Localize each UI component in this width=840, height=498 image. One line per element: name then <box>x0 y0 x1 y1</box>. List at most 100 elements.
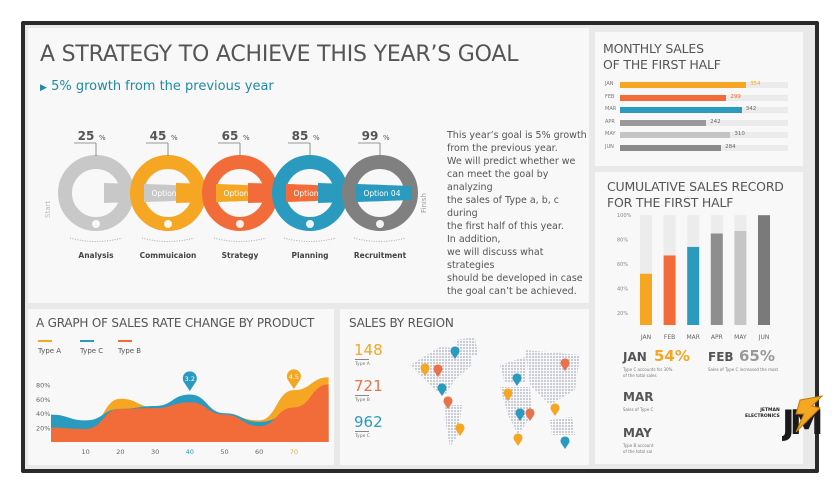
percent-unit: % <box>171 134 178 142</box>
greenland-landmass <box>455 337 478 357</box>
subtitle-text: 5% growth from the previous year <box>51 79 274 94</box>
location-pin-icon <box>550 403 560 416</box>
bar-apr <box>710 233 723 325</box>
x-tick: 10 <box>82 448 90 456</box>
stat-value: 65% <box>739 347 775 365</box>
stat-value: 54% <box>654 347 690 365</box>
x-tick: 20 <box>116 448 124 456</box>
legend-label: Type A <box>37 347 61 355</box>
region-title: SALES BY REGION <box>349 316 454 330</box>
stat-note: Sales of Type C increased the most <box>708 367 778 373</box>
percent-unit: % <box>383 134 390 142</box>
location-pin-icon <box>512 373 522 386</box>
y-tick: 20% <box>36 425 50 433</box>
x-tick: JUN <box>758 334 770 341</box>
description-line: This year’s goal is 5% growth <box>447 130 587 141</box>
stat-month: MAR <box>623 390 654 404</box>
x-tick: 60 <box>255 448 263 456</box>
description-line: the first half of this year. <box>447 221 564 232</box>
region-label: Type B <box>355 398 370 403</box>
y-tick: 60% <box>617 262 628 268</box>
stat-note-line: Sales of Type C increased the most <box>708 367 779 372</box>
y-tick: 40% <box>36 410 50 418</box>
dotted-arrow <box>283 237 337 242</box>
bar-may <box>734 231 747 325</box>
description-line: the sales of Type a, b, c during <box>447 195 560 219</box>
step-label: Commuicaion <box>140 251 197 260</box>
x-tick: 70 <box>290 448 298 456</box>
stat-month: FEB <box>708 350 734 364</box>
marker-label: 3.2 <box>185 375 195 383</box>
location-pin-icon <box>420 363 430 376</box>
south-america-landmass <box>445 405 462 447</box>
rate-title: A GRAPH OF SALES RATE CHANGE BY PRODUCT <box>36 316 315 330</box>
area-chart: Type A Type C Type B 80% 60% 40% 20% 10 20 30 40 50… <box>36 340 329 456</box>
x-tick: 40 <box>186 448 194 456</box>
x-tick: 30 <box>151 448 159 456</box>
month-label: MAR <box>605 106 617 112</box>
description-line: In addition, <box>447 234 501 245</box>
x-tick: FEB <box>664 334 675 341</box>
bar-value: 242 <box>710 118 721 125</box>
location-pin-icon <box>513 433 523 446</box>
marker-pin <box>182 371 197 391</box>
percent-unit: % <box>313 134 320 142</box>
stat-note-line: Sales of Type C <box>623 407 654 412</box>
description-line: should be developed in case <box>447 273 583 284</box>
location-pin-icon <box>450 346 460 359</box>
finish-label: Finish <box>420 193 428 213</box>
stat-month: MAY <box>623 426 652 440</box>
page-title: A STRATEGY TO ACHIEVE THIS YEAR’S GOAL <box>40 42 519 67</box>
month-label: FEB <box>605 93 615 100</box>
stat-month: JAN <box>623 350 647 364</box>
cumulative-title-line1: CUMULATIVE SALES RECORD <box>607 179 784 194</box>
strategy-panel: A STRATEGY TO ACHIEVE THIS YEAR’S GOAL ▶… <box>28 28 589 303</box>
monthly-title: MONTHLY SALES OF THE FIRST HALF <box>603 41 721 73</box>
divider <box>355 395 369 396</box>
option-label: Option 03 <box>294 189 331 198</box>
option-label: Option 02 <box>224 189 261 198</box>
bar-value: 342 <box>745 106 757 112</box>
lightbulb-icon <box>376 220 384 228</box>
bar-fill <box>620 119 707 126</box>
region-panel: SALES BY REGION 148 Type A 721 Type B 962 Typ… <box>340 309 589 465</box>
divider <box>355 431 369 432</box>
y-tick: 20% <box>617 311 628 317</box>
region-value: 721 <box>354 377 383 395</box>
world-map <box>410 337 580 449</box>
bar-mar <box>687 246 700 325</box>
bar-fill <box>620 94 727 101</box>
location-pin-icon <box>443 396 453 409</box>
stat-note-line: Type C accounts for 30% <box>623 367 673 372</box>
bar-value: 354 <box>750 81 761 87</box>
dotted-arrow <box>69 237 123 242</box>
option-band <box>356 184 412 202</box>
cumulative-title: CUMULATIVE SALES RECORD FOR THE FIRST HAL… <box>607 179 784 211</box>
person-icon <box>164 220 172 228</box>
calendar-icon <box>306 220 314 228</box>
option-label: Option 01 <box>152 189 189 198</box>
percent-value: 65 <box>222 129 239 143</box>
australia-landmass <box>550 417 575 435</box>
percent-unit: % <box>99 134 106 142</box>
monthly-title-line2: OF THE FIRST HALF <box>603 57 721 72</box>
region-label: Type A <box>355 362 370 367</box>
monthly-title-line1: MONTHLY SALES <box>603 41 704 56</box>
y-tick: 40% <box>617 286 628 292</box>
option-label: Option 04 <box>364 189 401 198</box>
y-tick: 100% <box>617 213 632 219</box>
stat-note-line: of the total sales <box>623 373 657 378</box>
step-label: Strategy <box>222 251 259 260</box>
monthly-sales-panel: MONTHLY SALES OF THE FIRST HALF JAN 354 FEB… <box>595 32 803 166</box>
asia-landmass <box>525 350 580 405</box>
marker-pin <box>286 369 301 389</box>
logo-line2: ELECTRONICS <box>745 414 780 419</box>
percent-unit: % <box>243 134 250 142</box>
triangle-right-icon: ▶ <box>40 83 47 93</box>
marker-label: 4.5 <box>289 373 299 381</box>
percent-value: 25 <box>78 129 95 143</box>
description-line: can meet the goal by analyzing <box>447 169 549 193</box>
description-line: from the previous year. <box>447 143 558 154</box>
subtitle: ▶ 5% growth from the previous year <box>40 79 274 94</box>
description-line: we will discuss what strategies <box>447 247 544 271</box>
